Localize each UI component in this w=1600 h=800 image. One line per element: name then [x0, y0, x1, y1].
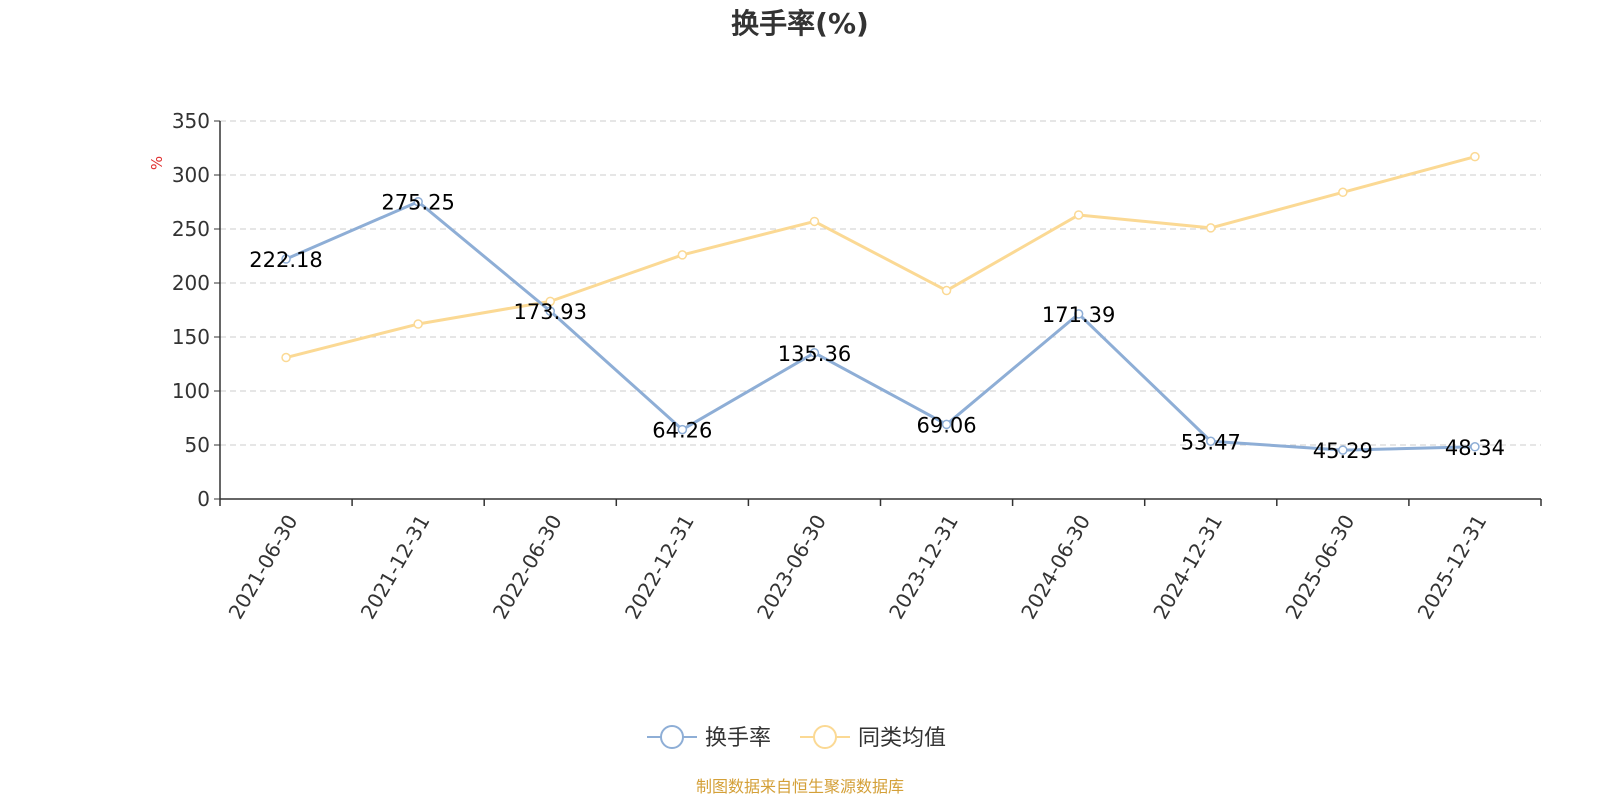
data-label: 171.39 [1042, 303, 1115, 327]
x-tick-label: 2022-06-30 [488, 511, 567, 624]
data-point-s1 [413, 319, 423, 329]
data-point-s0 [677, 424, 688, 435]
x-tick-label: 2021-06-30 [224, 511, 303, 624]
y-axis-unit-label: % [148, 156, 166, 170]
series-line-1 [285, 155, 1476, 359]
grid-lines [220, 120, 1541, 446]
y-tick-label: 150 [172, 325, 210, 349]
x-tick-label: 2021-12-31 [356, 511, 435, 624]
data-label: 48.34 [1445, 436, 1505, 460]
data-label: 69.06 [916, 413, 976, 437]
data-point-s1 [281, 352, 291, 363]
x-tick-label: 2023-12-31 [884, 511, 963, 624]
data-point-s0 [545, 306, 555, 316]
data-point-s1 [677, 250, 688, 260]
x-tick-label: 2025-12-31 [1413, 511, 1492, 624]
legend-turnover-label: 换手率 [705, 726, 771, 751]
data-point-s0 [809, 348, 820, 358]
data-point-s1 [1073, 210, 1084, 220]
data-label: 45.29 [1313, 439, 1373, 463]
data-label: 64.26 [652, 419, 712, 443]
data-point-s0 [1338, 445, 1348, 455]
data-label: 222.18 [249, 248, 322, 272]
data-label: 275.25 [381, 191, 454, 215]
data-point-s1 [1206, 223, 1216, 233]
data-point-s0 [413, 196, 423, 207]
data-point-s0 [281, 254, 291, 264]
legend: 换手率 同类均值 [647, 725, 946, 751]
x-tick-label: 2023-06-30 [752, 511, 831, 624]
legend-turnover-circle-icon [660, 725, 684, 749]
y-tick-label: 100 [172, 379, 210, 403]
series-layer [281, 151, 1480, 455]
data-label: 135.36 [778, 342, 851, 366]
y-tick-label: 50 [185, 433, 210, 457]
y-tick-label: 350 [172, 109, 210, 133]
data-point-s1 [809, 216, 820, 227]
data-point-s0 [1206, 436, 1216, 447]
data-point-s1 [1470, 151, 1480, 162]
data-label: 173.93 [514, 300, 587, 324]
x-tick-label: 2024-12-31 [1148, 511, 1227, 624]
y-tick-label: 0 [197, 487, 210, 511]
data-point-s1 [545, 296, 555, 307]
data-label: 53.47 [1181, 430, 1241, 454]
data-labels: 222.18 275.25 173.93 64.26 135.36 69.06 171.39… [249, 191, 1505, 463]
y-tick-label: 200 [172, 271, 210, 295]
series-line-0 [285, 200, 1475, 452]
x-tick-label: 2025-06-30 [1280, 511, 1359, 624]
chart-title: 换手率(%) [731, 7, 869, 40]
data-point-s0 [1470, 442, 1480, 452]
data-point-s1 [941, 285, 952, 296]
x-tick-label: 2024-06-30 [1016, 511, 1095, 624]
axes: 0 50 100 150 200 250 300 350 2021-06-30 2021-12-3… [172, 109, 1542, 624]
data-point-s1 [1338, 187, 1348, 198]
legend-item-turnover[interactable]: 换手率 [647, 725, 771, 751]
x-tick-label: 2022-12-31 [620, 511, 699, 624]
y-tick-label: 250 [172, 217, 210, 241]
source-note: 制图数据来自恒生聚源数据库 [696, 777, 904, 796]
legend-peer-average-circle-icon [813, 725, 837, 749]
data-point-s0 [1073, 309, 1084, 319]
data-point-s0 [941, 419, 952, 430]
legend-peer-average-label: 同类均值 [858, 726, 946, 751]
y-tick-label: 300 [172, 163, 210, 187]
legend-item-peer-average[interactable]: 同类均值 [800, 725, 946, 751]
